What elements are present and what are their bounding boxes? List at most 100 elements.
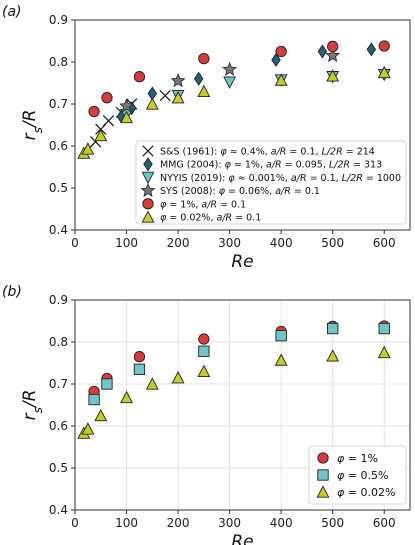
y-tick-label: 0.4 [49,223,68,237]
chart-panel-b: (b) 0 100 200 300 400 500 600 0.4 0.5 0.6 0.7 0.8 0.9… [2,284,411,545]
legend-label: NYYIS (2019): φ ≈ 0.001%, a/R = 0.1, L/2… [160,173,401,184]
legend-marker [141,210,155,223]
data-point [101,92,113,104]
x-tick-label: 0 [71,516,79,530]
data-point [366,42,377,57]
y-tick-label: 0.8 [49,335,68,349]
y-tick-label: 0.4 [49,503,68,517]
x-tick-label: 500 [321,516,344,530]
axes-frame [74,19,411,231]
legend-marker [316,485,330,498]
data-point [88,393,100,406]
data-point [377,65,391,79]
data-point [198,52,210,65]
data-point [94,128,108,142]
legend: φ = 1% φ = 0.5% φ = 0.02% [308,445,407,505]
data-point [101,378,113,390]
y-tick-label: 0.5 [49,181,68,195]
x-tick-label: 0 [71,236,79,250]
x-axis-title: Re [231,252,253,272]
legend-label: φ = 0.02%, a/R = 0.1 [160,213,261,224]
data-point [171,91,185,104]
legend-marker [142,198,154,210]
x-tick-label: 400 [270,236,293,250]
legend-marker [143,157,153,172]
y-axis-title: rs/R [20,110,45,141]
data-point [198,333,210,345]
legend-label: S&S (1961): φ ≈ 0.4%, a/R = 0.1, L/2R = … [160,147,375,158]
legend-marker [317,452,329,464]
x-tick-label: 600 [373,236,396,250]
y-tick-label: 0.5 [49,461,68,475]
legend: S&S (1961): φ ≈ 0.4%, a/R = 0.1, L/2R = … [135,140,407,225]
data-point [197,364,211,378]
legend-label: MMG (2004): φ ≈ 1%, a/R = 0.095, L/2R = … [160,160,382,171]
data-point [81,142,95,155]
x-tick-label: 100 [115,516,138,530]
series-5 [77,65,391,159]
series-2 [120,68,391,122]
legend-label: SYS (2008): φ = 0.06%, a/R = 0.1 [160,186,320,197]
series-2 [77,345,391,439]
data-point [171,371,185,384]
data-point [120,110,133,124]
x-axis-title: Re [231,532,253,545]
panel-label: (a) [2,4,22,20]
legend-label: φ = 0.02% [337,486,395,499]
data-point [275,45,287,58]
data-point [94,408,108,422]
y-tick-label: 0.9 [49,13,68,27]
y-tick-label: 0.7 [49,377,68,391]
data-point [102,115,115,127]
legend-marker [141,171,155,185]
data-point [222,61,237,76]
data-point [193,71,204,86]
data-point [159,89,171,102]
data-point [325,47,341,62]
legend-label: φ = 0.5% [337,469,388,482]
x-tick-label: 200 [167,516,190,530]
data-point [197,84,211,98]
data-point [120,390,133,404]
data-point [274,353,288,366]
series-3 [119,47,341,113]
axes-frame [74,299,411,511]
data-point [378,322,390,335]
x-tick-label: 400 [270,516,293,530]
legend-box [135,140,407,225]
data-point [223,76,237,89]
y-tick-label: 0.9 [49,293,68,307]
legend-box [308,445,407,505]
data-point [275,330,287,342]
data-point [377,345,391,359]
data-point [326,349,340,362]
y-tick-label: 0.7 [49,97,68,111]
legend-marker [317,469,329,481]
data-point [326,69,340,82]
data-point [145,377,159,390]
data-point [133,71,146,83]
data-point [378,40,390,52]
legend-marker [140,182,156,197]
data-point [317,44,328,59]
legend-label: φ = 1%, a/R = 0.1 [160,199,246,210]
panel-label: (b) [2,284,22,300]
data-point [88,105,100,118]
data-point [133,363,146,375]
series-0 [88,320,390,398]
data-point [119,98,134,113]
x-tick-label: 300 [218,516,241,530]
x-tick-label: 100 [115,236,138,250]
data-point [327,40,339,53]
legend-marker [142,145,154,157]
y-tick-label: 0.8 [49,55,68,69]
data-point [81,422,95,435]
y-axis-title: rs/R [20,390,45,421]
series-4 [88,40,390,118]
data-point [133,351,146,363]
data-point [274,73,288,86]
data-point [327,322,339,335]
y-tick-label: 0.6 [49,139,68,153]
legend-label: φ = 1% [337,452,378,465]
series-1 [88,322,390,406]
